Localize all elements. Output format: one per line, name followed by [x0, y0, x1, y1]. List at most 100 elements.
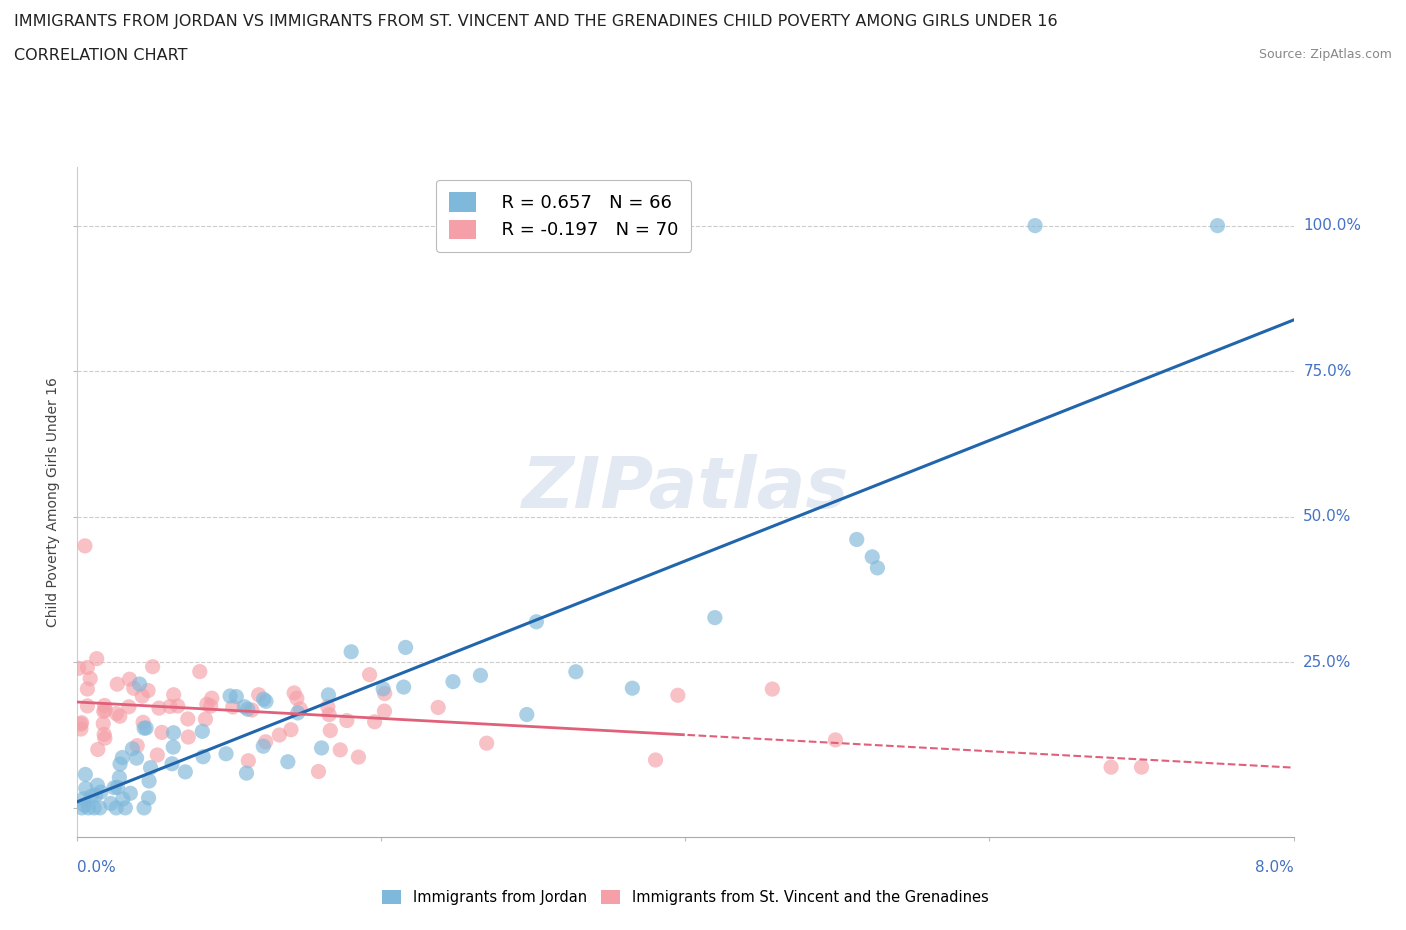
Point	[319, 723, 342, 737]
Text: 0.0%: 0.0%	[77, 860, 117, 875]
Point	[118, 699, 141, 714]
Point	[666, 688, 689, 703]
Point	[162, 725, 184, 740]
Legend: Immigrants from Jordan, Immigrants from St. Vincent and the Grenadines: Immigrants from Jordan, Immigrants from …	[377, 884, 994, 911]
Point	[69, 717, 91, 732]
Point	[280, 723, 302, 737]
Point	[108, 757, 131, 772]
Point	[75, 767, 97, 782]
Point	[318, 707, 340, 722]
Point	[277, 754, 299, 769]
Point	[93, 727, 115, 742]
Point	[70, 801, 93, 816]
Point	[845, 532, 868, 547]
Point	[94, 702, 117, 717]
Point	[824, 733, 846, 748]
Point	[83, 801, 105, 816]
Point	[105, 677, 128, 692]
Text: IMMIGRANTS FROM JORDAN VS IMMIGRANTS FROM ST. VINCENT AND THE GRENADINES CHILD P: IMMIGRANTS FROM JORDAN VS IMMIGRANTS FRO…	[14, 14, 1057, 29]
Point	[215, 746, 238, 761]
Point	[269, 727, 291, 742]
Point	[162, 739, 184, 754]
Point	[866, 561, 889, 576]
Point	[111, 751, 134, 765]
Point	[87, 742, 110, 757]
Point	[290, 701, 312, 716]
Point	[160, 756, 183, 771]
Point	[236, 702, 259, 717]
Text: Source: ZipAtlas.com: Source: ZipAtlas.com	[1258, 48, 1392, 61]
Point	[194, 711, 217, 726]
Point	[128, 677, 150, 692]
Point	[195, 697, 218, 711]
Point	[394, 640, 416, 655]
Point	[252, 692, 274, 707]
Point	[135, 721, 157, 736]
Point	[516, 707, 538, 722]
Point	[470, 668, 492, 683]
Point	[73, 798, 96, 813]
Point	[621, 681, 644, 696]
Point	[93, 704, 115, 719]
Point	[94, 731, 117, 746]
Point	[191, 750, 214, 764]
Point	[108, 770, 131, 785]
Point	[475, 736, 498, 751]
Point	[105, 801, 128, 816]
Point	[142, 659, 165, 674]
Point	[76, 682, 98, 697]
Text: 50.0%: 50.0%	[1303, 510, 1351, 525]
Point	[1206, 219, 1229, 233]
Point	[100, 796, 122, 811]
Point	[347, 750, 370, 764]
Point	[76, 660, 98, 675]
Point	[86, 777, 108, 792]
Point	[138, 790, 160, 805]
Point	[318, 687, 340, 702]
Point	[79, 671, 101, 686]
Point	[146, 748, 169, 763]
Point	[373, 682, 395, 697]
Point	[86, 651, 108, 666]
Point	[316, 699, 339, 714]
Y-axis label: Child Poverty Among Girls Under 16: Child Poverty Among Girls Under 16	[46, 378, 60, 627]
Point	[163, 687, 186, 702]
Point	[235, 765, 257, 780]
Text: 8.0%: 8.0%	[1254, 860, 1294, 875]
Point	[150, 725, 173, 740]
Point	[285, 691, 308, 706]
Point	[201, 691, 224, 706]
Point	[1099, 760, 1122, 775]
Point	[84, 788, 107, 803]
Point	[252, 738, 274, 753]
Point	[75, 781, 97, 796]
Point	[359, 667, 381, 682]
Point	[308, 764, 330, 779]
Point	[90, 785, 112, 800]
Point	[132, 715, 155, 730]
Point	[703, 610, 725, 625]
Point	[118, 671, 141, 686]
Point	[233, 699, 256, 714]
Point	[114, 801, 136, 816]
Point	[761, 682, 783, 697]
Point	[125, 751, 148, 765]
Point	[219, 688, 242, 703]
Point	[108, 709, 131, 724]
Point	[67, 661, 90, 676]
Point	[80, 789, 103, 804]
Point	[93, 698, 115, 713]
Point	[139, 760, 162, 775]
Point	[254, 694, 277, 709]
Point	[1024, 219, 1046, 233]
Text: ZIPatlas: ZIPatlas	[522, 455, 849, 524]
Point	[122, 681, 145, 696]
Point	[644, 752, 666, 767]
Point	[240, 702, 263, 717]
Point	[70, 722, 93, 737]
Point	[159, 699, 181, 714]
Point	[254, 735, 277, 750]
Point	[105, 706, 128, 721]
Point	[70, 715, 93, 730]
Point	[283, 685, 305, 700]
